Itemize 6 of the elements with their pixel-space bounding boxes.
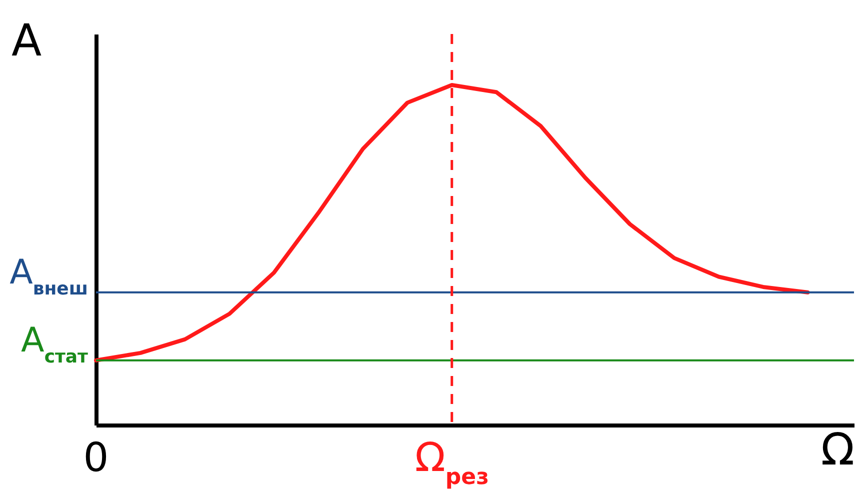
- x-tick-label: Ω$_{рез}$: [414, 435, 489, 489]
- x-axis-title: Ω: [820, 424, 854, 476]
- x-tick-label: 0: [83, 435, 109, 481]
- ref-line-label: A$_{внеш}$: [10, 252, 88, 299]
- ref-line-label: A$_{стат}$: [21, 320, 89, 367]
- y-axis-title: A: [11, 16, 42, 66]
